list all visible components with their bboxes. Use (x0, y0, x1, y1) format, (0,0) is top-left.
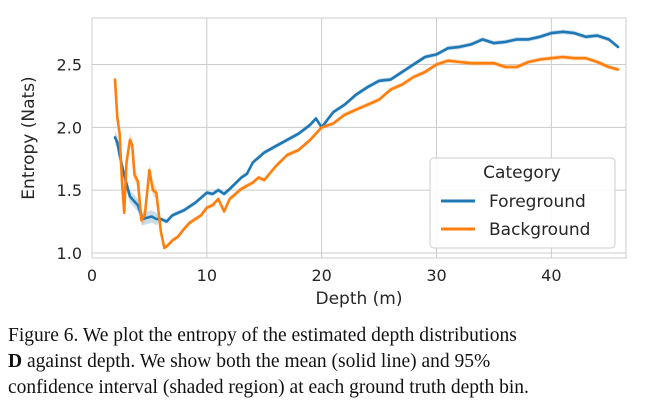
series-lines (113, 30, 620, 250)
y-tick-label: 1.0 (57, 244, 82, 263)
x-tick-label: 30 (426, 266, 446, 285)
band-foreground (115, 29, 618, 226)
caption-line-2: against depth. We show both the mean (so… (22, 351, 491, 372)
legend-title: Category (483, 163, 561, 183)
line-foreground (113, 30, 620, 223)
x-tick-label: 0 (87, 266, 97, 285)
y-tick-labels: 1.0 1.5 2.0 2.5 (57, 55, 82, 262)
x-tick-label: 20 (311, 266, 331, 285)
legend: Category Foreground Background (429, 157, 616, 249)
y-tick-label: 1.5 (57, 181, 82, 200)
x-axis-label: Depth (m) (315, 289, 402, 309)
legend-box (429, 157, 616, 249)
x-tick-labels: 0 10 20 30 40 (87, 266, 562, 285)
y-axis-label: Entropy (Nats) (19, 76, 39, 199)
y-tick-label: 2.5 (57, 55, 82, 74)
caption-line-1: Figure 6. We plot the entropy of the est… (8, 325, 517, 346)
x-tick-label: 40 (541, 266, 561, 285)
caption-bold-symbol: D (8, 351, 23, 372)
y-tick-label: 2.0 (57, 118, 82, 137)
legend-label-background: Background (489, 220, 590, 240)
legend-label-foreground: Foreground (489, 192, 586, 212)
x-tick-label: 10 (197, 266, 217, 285)
figure-caption: Figure 6. We plot the entropy of the est… (8, 323, 640, 401)
caption-line-3: confidence interval (shaded region) at e… (8, 377, 529, 398)
line-background (113, 55, 620, 250)
confidence-bands (115, 29, 618, 251)
